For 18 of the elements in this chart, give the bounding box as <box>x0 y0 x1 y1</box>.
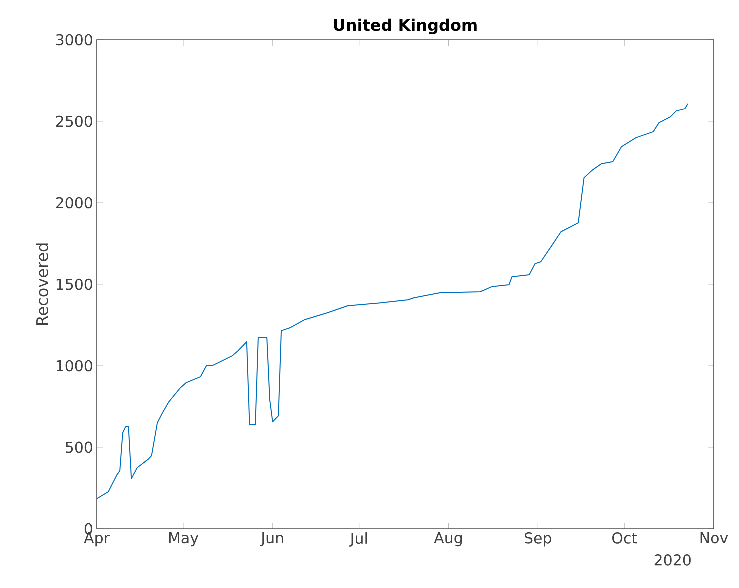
y-tick-label: 2000 <box>56 197 92 209</box>
x-tick-label: Jun <box>260 532 284 546</box>
y-tick-label: 1500 <box>56 278 92 290</box>
text: 2020 <box>654 554 691 566</box>
y-tick-label: 3000 <box>56 34 92 46</box>
y-tick-label: 500 <box>66 442 92 454</box>
y-tick-label: 2500 <box>56 116 92 128</box>
chart-title: United Kingdom <box>334 18 477 34</box>
y-tick-label: 1000 <box>56 360 92 372</box>
x-tick-label: Jul <box>350 532 368 547</box>
x-tick-label: May <box>169 532 199 547</box>
x-tick-label: Oct <box>612 532 638 544</box>
y-axis-title: Recovered <box>36 244 48 326</box>
x-tick-label: Nov <box>700 532 728 544</box>
line-series <box>97 104 689 500</box>
x-tick-label: Aug <box>434 532 462 547</box>
x-tick-label: Apr <box>84 532 110 547</box>
x-tick-label: Sep <box>524 532 552 547</box>
